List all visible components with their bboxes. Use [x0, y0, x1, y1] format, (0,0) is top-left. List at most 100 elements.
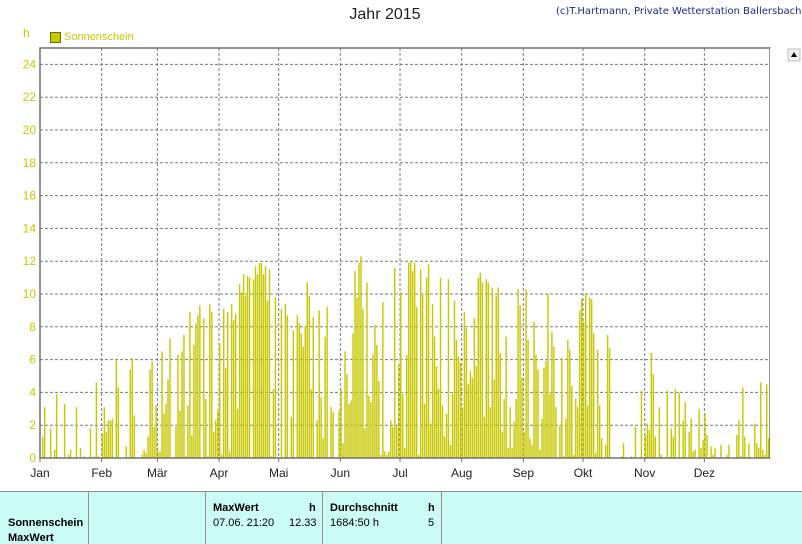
sunshine-bar [600, 438, 603, 458]
sunshine-bar [195, 323, 197, 458]
sunshine-bar [248, 277, 251, 458]
vertical-scrollbar[interactable] [770, 48, 802, 458]
sunshine-bar [596, 349, 599, 458]
sunshine-bar [511, 448, 513, 458]
y-tick-label: 18 [23, 156, 37, 170]
sunshine-bar [254, 266, 257, 458]
sunshine-bar [592, 333, 595, 458]
x-tick-label: Mai [269, 466, 288, 480]
avg-total: 1684:50 h [330, 517, 379, 529]
sunshine-bar [304, 326, 306, 458]
x-tick-label: Jul [392, 466, 407, 480]
y-axis-unit: h [23, 26, 30, 40]
sunshine-bar [720, 444, 722, 458]
sunshine-bar [439, 277, 442, 458]
sunshine-bar [740, 456, 742, 458]
sunshine-bar [105, 431, 108, 458]
sunshine-bar [181, 351, 183, 458]
sunshine-bar [449, 444, 452, 458]
sunshine-bar [264, 266, 267, 458]
sunshine-bar [684, 402, 686, 458]
sunshine-bar [308, 295, 310, 458]
sunshine-bar [246, 275, 249, 458]
sunshine-bar [604, 444, 607, 458]
sunshine-bar [587, 405, 589, 458]
scroll-up-icon[interactable] [791, 52, 797, 57]
sunshine-bar [563, 456, 565, 458]
sunshine-bar [748, 443, 750, 458]
sunshine-bar [429, 423, 432, 458]
sunshine-bar [463, 312, 466, 458]
sunshine-bar [169, 338, 171, 458]
bar-group [41, 256, 770, 458]
y-tick-label: 8 [29, 320, 36, 334]
x-tick-label: Apr [210, 466, 229, 480]
sunshine-bar [242, 274, 245, 458]
sunshine-bar [175, 426, 177, 458]
sunshine-bar [356, 297, 358, 458]
sunshine-bar [97, 456, 100, 458]
sunshine-bar [306, 282, 308, 458]
sunshine-bar [354, 271, 356, 458]
sunshine-bar [461, 407, 464, 458]
sunshine-bar [290, 417, 293, 458]
max-date: 07.06. 21:20 [213, 517, 275, 529]
sunshine-bar [525, 289, 527, 458]
sunshine-bar [762, 449, 764, 458]
sunshine-bar [475, 366, 478, 458]
sunshine-bar [459, 362, 462, 458]
sunshine-bar [197, 315, 199, 458]
sunshine-bar [348, 403, 350, 458]
sunshine-bar [350, 400, 352, 458]
sunshine-bar [252, 279, 255, 458]
sunshine-bar [479, 272, 482, 458]
sunshine-bar [712, 454, 714, 458]
sunshine-bar [620, 456, 623, 458]
sunshine-bar [163, 413, 165, 458]
sunshine-bar [445, 413, 448, 458]
sunshine-bar [364, 428, 366, 458]
sunshine-bar [390, 420, 392, 458]
sunshine-bar [400, 292, 402, 458]
sunshine-bar [151, 361, 153, 458]
sunshine-bar [553, 346, 555, 458]
sunshine-bar [537, 369, 539, 458]
sunshine-bar [453, 300, 456, 458]
sunshine-bar [159, 451, 161, 458]
sunshine-bar [573, 454, 575, 458]
sunshine-bar [634, 426, 637, 458]
sunshine-bar [433, 336, 436, 458]
sunshine-bar [143, 449, 145, 458]
sunshine-bar [330, 407, 332, 458]
sunshine-bar [155, 405, 157, 458]
sunshine-bar [262, 274, 265, 458]
y-tick-label: 12 [23, 254, 37, 268]
y-tick-label: 10 [23, 287, 37, 301]
sunshine-bar [141, 454, 143, 458]
sunshine-bar [535, 354, 537, 458]
sunshine-bar [766, 384, 768, 458]
sunshine-bar [654, 436, 657, 458]
sunshine-bar [234, 313, 237, 458]
sunshine-bar [543, 367, 545, 458]
sunshine-bar [575, 398, 577, 458]
x-tick-label: Jun [331, 466, 350, 480]
sunshine-bar [312, 316, 314, 458]
y-tick-label: 2 [29, 418, 36, 432]
sunshine-bar [505, 336, 507, 458]
sunshine-bar [318, 310, 320, 458]
sunshine-bar [710, 446, 712, 458]
sunshine-bar [153, 426, 155, 458]
sunshine-bar [754, 423, 756, 458]
sunshine-bar [473, 318, 476, 458]
sunshine-bar [581, 298, 583, 458]
row-label-maxwert: MaxWert [8, 532, 54, 544]
sunshine-bar [590, 298, 593, 458]
sunshine-bar [413, 262, 416, 458]
sunshine-bar [69, 449, 72, 458]
sunshine-bar [396, 426, 398, 458]
sunshine-bar [630, 456, 633, 458]
sunshine-bar [417, 454, 420, 458]
sunshine-bar [316, 420, 318, 458]
